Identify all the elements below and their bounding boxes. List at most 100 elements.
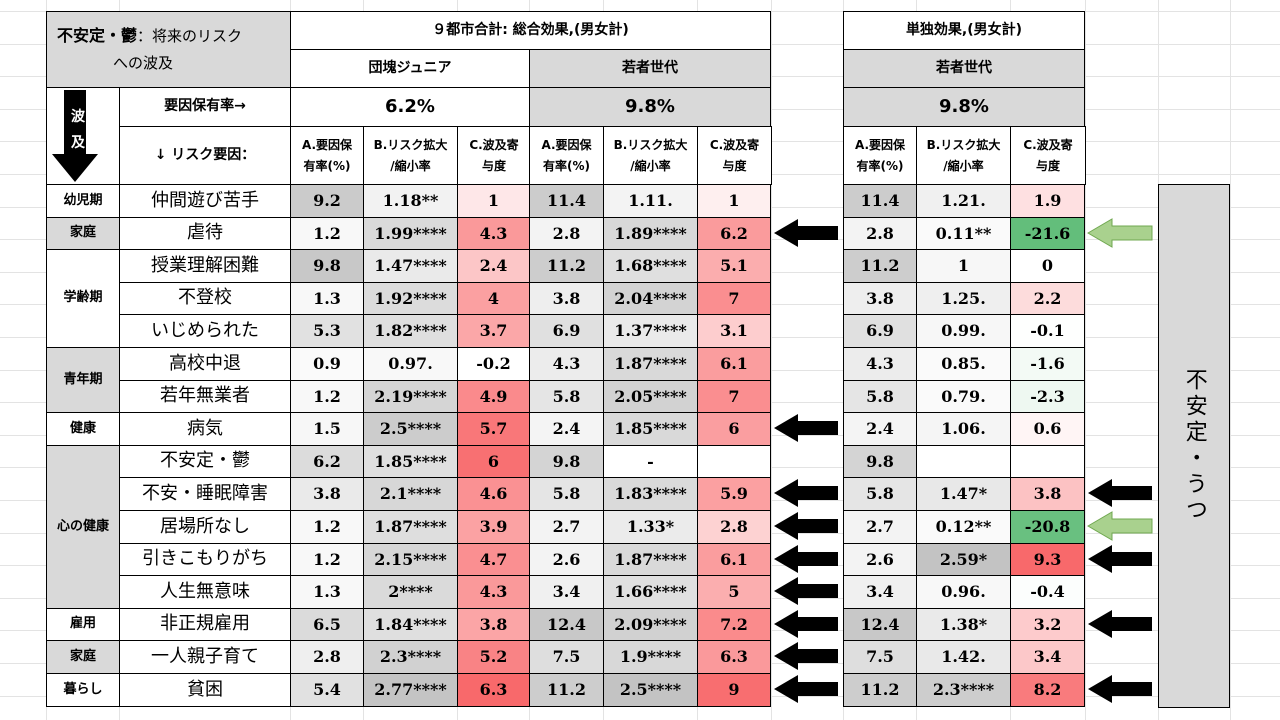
wakamono-solo-header: 若者世代 (843, 49, 1085, 88)
wakamono-c: 7 (697, 282, 771, 315)
dankai-b: 0.97. (363, 347, 458, 381)
dankai-c: 5.7 (457, 412, 530, 446)
dankai-a: 1.2 (290, 510, 364, 544)
left-arrow-icon (774, 414, 838, 442)
dankai-a: 5.4 (290, 673, 364, 707)
dankai-b: 2.5**** (363, 412, 458, 446)
risk-factor-name: 一人親子育て (119, 640, 291, 674)
wakamono-a: 9.8 (529, 445, 604, 478)
risk-factor-name: 非正規雇用 (119, 608, 291, 641)
colhead-line: B.リスク拡大 (373, 137, 448, 152)
risk-factor-name: いじめられた (119, 314, 291, 348)
colhead-line: /縮小率 (390, 158, 431, 173)
wakamono-c (697, 445, 771, 478)
left-arrow-icon (774, 545, 838, 573)
wakamono-a: 11.2 (529, 249, 604, 283)
solo-a: 3.8 (843, 282, 917, 315)
colhead-solo-col_b: B.リスク拡大/縮小率 (916, 126, 1011, 185)
risk-label: ↓ リスク要因： (119, 126, 291, 185)
colhead-line: 与度 (722, 158, 747, 173)
colhead-line: 与度 (481, 158, 506, 173)
solo-c: 1.9 (1010, 184, 1085, 218)
table-title: 不安定・鬱：将来のリスク への波及 (46, 11, 291, 88)
colhead-line: /縮小率 (630, 158, 671, 173)
wakamono-b: 1.11. (603, 184, 698, 218)
solo-a: 2.7 (843, 510, 917, 544)
section-label: 暮らし (46, 673, 120, 707)
wakamono-c: 5.1 (697, 249, 771, 283)
wakamono-a: 7.5 (529, 640, 604, 674)
colhead-line: 有率(%) (856, 158, 904, 173)
wakamono-b: 1.83**** (603, 477, 698, 511)
risk-factor-name: 虐待 (119, 217, 291, 250)
colhead-dankai-col_c: C.波及寄 与度 (457, 126, 531, 185)
solo-c: 0.6 (1010, 412, 1085, 446)
risk-factor-name: 高校中退 (119, 347, 291, 381)
wakamono-a: 3.4 (529, 575, 604, 609)
left-arrow-icon (774, 675, 838, 703)
solo-a: 12.4 (843, 608, 917, 641)
wakamono-b: 1.37**** (603, 314, 698, 348)
left-arrow-icon (1088, 675, 1152, 703)
dankai-a: 2.8 (290, 640, 364, 674)
wakamono-b: 2.5**** (603, 673, 698, 707)
section-label: 雇用 (46, 608, 120, 641)
dankai-a: 3.8 (290, 477, 364, 511)
wakamono-c: 1 (697, 184, 771, 218)
solo-a: 5.8 (843, 477, 917, 511)
dankai-b: 1.92**** (363, 282, 458, 315)
section-label: 家庭 (46, 640, 120, 674)
dankai-a: 9.8 (290, 249, 364, 283)
wakamono-a: 6.9 (529, 314, 604, 348)
colhead-line: C.波及寄 (709, 137, 760, 152)
wakamono-b: 1.87**** (603, 543, 698, 576)
solo-b: 1.25. (916, 282, 1011, 315)
dankai-a: 6.2 (290, 445, 364, 478)
solo-c: 9.3 (1010, 543, 1085, 576)
wakamono-a: 2.7 (529, 510, 604, 544)
left-arrow-icon (774, 577, 838, 605)
solo-a: 7.5 (843, 640, 917, 674)
risk-factor-name: 人生無意味 (119, 575, 291, 609)
dankai-b: 1.18** (363, 184, 458, 218)
dankai-b: 1.47**** (363, 249, 458, 283)
risk-factor-name: 居場所なし (119, 510, 291, 544)
rate-wakamono: 9.8% (529, 87, 771, 127)
wakamono-c: 7 (697, 380, 771, 413)
dankai-c: 3.8 (457, 608, 530, 641)
left-arrow-icon (774, 219, 838, 247)
wakamono-a: 3.8 (529, 282, 604, 315)
wakamono-b: 1.89**** (603, 217, 698, 250)
solo-a: 5.8 (843, 380, 917, 413)
solo-c: 3.8 (1010, 477, 1085, 511)
dankai-a: 1.2 (290, 217, 364, 250)
left-arrow-icon (1088, 610, 1152, 638)
solo-a: 2.8 (843, 217, 917, 250)
dankai-a: 1.3 (290, 575, 364, 609)
solo-b: 0.12** (916, 510, 1011, 544)
wakamono-a: 5.8 (529, 380, 604, 413)
colhead-dankai-col_a: A.要因保 有率(%) (290, 126, 364, 185)
rate-label: 要因保有率→ (119, 87, 291, 127)
wakamono-a: 2.4 (529, 412, 604, 446)
solo-a: 6.9 (843, 314, 917, 348)
dankai-a: 9.2 (290, 184, 364, 218)
risk-factor-name: 授業理解困難 (119, 249, 291, 283)
wakamono-b: 1.87**** (603, 347, 698, 381)
dankai-a: 1.2 (290, 380, 364, 413)
solo-a: 11.2 (843, 673, 917, 707)
risk-factor-name: 貧困 (119, 673, 291, 707)
colhead-line: C.波及寄 (1023, 137, 1073, 152)
wakamono-c: 5.9 (697, 477, 771, 511)
colhead-line: /縮小率 (943, 158, 984, 173)
risk-factor-name: 若年無業者 (119, 380, 291, 413)
section-label: 青年期 (46, 347, 120, 413)
colhead-dankai-col_b: B.リスク拡大/縮小率 (363, 126, 458, 185)
solo-c: -0.1 (1010, 314, 1085, 348)
wakamono-b: 2.04**** (603, 282, 698, 315)
wakamono-b: 2.05**** (603, 380, 698, 413)
section-label: 家庭 (46, 217, 120, 250)
dankai-b: 1.99**** (363, 217, 458, 250)
dankai-c: 4.6 (457, 477, 530, 511)
solo-b: 1.21. (916, 184, 1011, 218)
